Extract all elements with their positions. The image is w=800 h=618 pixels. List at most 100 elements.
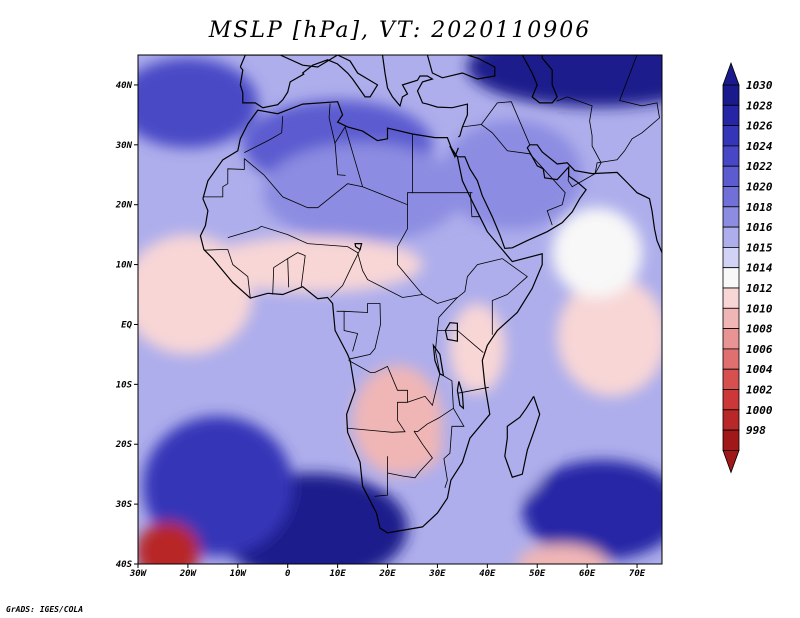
border-0 [202, 158, 245, 198]
pressure-tropical-atlantic [138, 234, 253, 355]
border-17 [443, 408, 465, 489]
border-3 [328, 103, 346, 176]
border-22 [491, 258, 528, 335]
border-23 [470, 192, 480, 218]
colorbar-swatch [722, 429, 740, 451]
colorbar-label: 1004 [746, 363, 773, 376]
coastline-2 [381, 55, 468, 138]
border-13 [346, 360, 408, 433]
map-title: MSLP [hPa], VT: 2020110906 [208, 18, 592, 43]
border-16 [457, 386, 489, 394]
colorbar-swatch [722, 307, 740, 329]
colorbar-swatch [722, 165, 740, 187]
lake-2 [456, 381, 465, 410]
pressure-kenya-low [449, 303, 506, 394]
colorbar-label: 1020 [746, 181, 773, 194]
lat-label: 10N [116, 261, 133, 271]
colorbar-label: 998 [746, 424, 766, 437]
border-19 [387, 430, 433, 479]
lat-label: 30S [115, 500, 133, 510]
colorbar-label: 1002 [746, 384, 773, 397]
pressure-mascarene-high [522, 460, 662, 561]
colorbar-label: 1016 [746, 221, 773, 234]
pressure-south-atlantic-high [142, 416, 293, 557]
border-4 [412, 134, 473, 194]
pressure-kalahari-low [372, 414, 443, 475]
border-12 [343, 311, 359, 352]
coastline-5 [521, 55, 558, 104]
pressure-equatorial-indian [557, 276, 662, 397]
lat-label: 20S [115, 440, 133, 450]
border-15 [407, 373, 441, 407]
colorbar-swatch [722, 287, 740, 309]
lake-0 [444, 322, 458, 342]
colorbar-bottom-arrow [722, 450, 740, 474]
lon-label: 20E [378, 569, 396, 579]
colorbar-swatch [722, 226, 740, 248]
border-28 [556, 96, 602, 174]
border-29 [594, 55, 660, 174]
border-25 [462, 101, 531, 145]
colorbar-swatch [722, 348, 740, 370]
coastline-6 [426, 55, 496, 80]
colorbar-swatch [722, 246, 740, 269]
border-5 [397, 204, 503, 304]
colorbar-label: 1010 [746, 302, 773, 315]
border-9 [287, 258, 290, 288]
colorbar-swatch [722, 328, 740, 350]
border-2 [244, 116, 284, 153]
colorbar-top-arrow [722, 61, 740, 86]
coastline-0 [199, 101, 543, 534]
lat-label: 10S [116, 380, 133, 390]
lon-label: 40E [479, 569, 496, 579]
lat-label: EQ [121, 320, 132, 330]
colorbar-swatch [722, 104, 740, 127]
lon-label: 70E [629, 569, 646, 579]
lon-label: 10W [230, 569, 248, 579]
colorbar-swatch [722, 145, 740, 167]
border-6 [227, 225, 423, 298]
border-18 [374, 456, 388, 497]
colorbar-label: 1000 [746, 404, 773, 417]
border-26 [481, 124, 566, 226]
border-21 [437, 297, 458, 331]
colorbar-swatch [722, 368, 740, 390]
lon-label: 0 [285, 569, 291, 579]
colorbar-label: 1012 [746, 282, 773, 295]
colorbar-label: 1018 [746, 201, 773, 214]
colorbar-label: 1006 [746, 343, 773, 356]
lat-label: 30N [115, 141, 133, 151]
colorbar-swatch [722, 125, 740, 147]
colorbar-label: 1022 [746, 160, 773, 173]
colorbar-swatch [722, 267, 740, 289]
colorbar-label: 1015 [746, 241, 773, 254]
pressure-sw-atlantic-low [138, 522, 200, 564]
coastline-3 [449, 144, 662, 253]
coastline-4 [504, 395, 541, 478]
colorbar-label: 1026 [746, 120, 773, 133]
colorbar-label: 1014 [746, 262, 773, 275]
lon-label: 30E [428, 569, 446, 579]
pressure-arabia-high [442, 119, 583, 230]
lon-label: 50E [529, 569, 546, 579]
colorbar-label: 1030 [746, 79, 773, 92]
border-1 [244, 158, 413, 209]
border-7 [204, 249, 251, 299]
colorbar-swatch [722, 389, 740, 411]
lon-label: 20W [179, 569, 198, 579]
border-11 [336, 303, 381, 360]
lat-label: 40S [116, 560, 133, 570]
colorbar-swatch [722, 84, 740, 106]
lat-label: 20N [115, 201, 133, 211]
pressure-south-indian-low [517, 544, 608, 564]
pressure-sahel-trough [202, 236, 423, 293]
pressure-eurasia-high [467, 55, 662, 107]
colorbar-label: 1024 [746, 140, 773, 153]
colorbar-swatch [722, 409, 740, 431]
lon-label: 60E [579, 569, 596, 579]
pressure-mozambique-channel [467, 411, 548, 502]
pressure-azores-high [138, 57, 258, 148]
border-10 [330, 249, 361, 298]
border-8 [272, 252, 306, 295]
